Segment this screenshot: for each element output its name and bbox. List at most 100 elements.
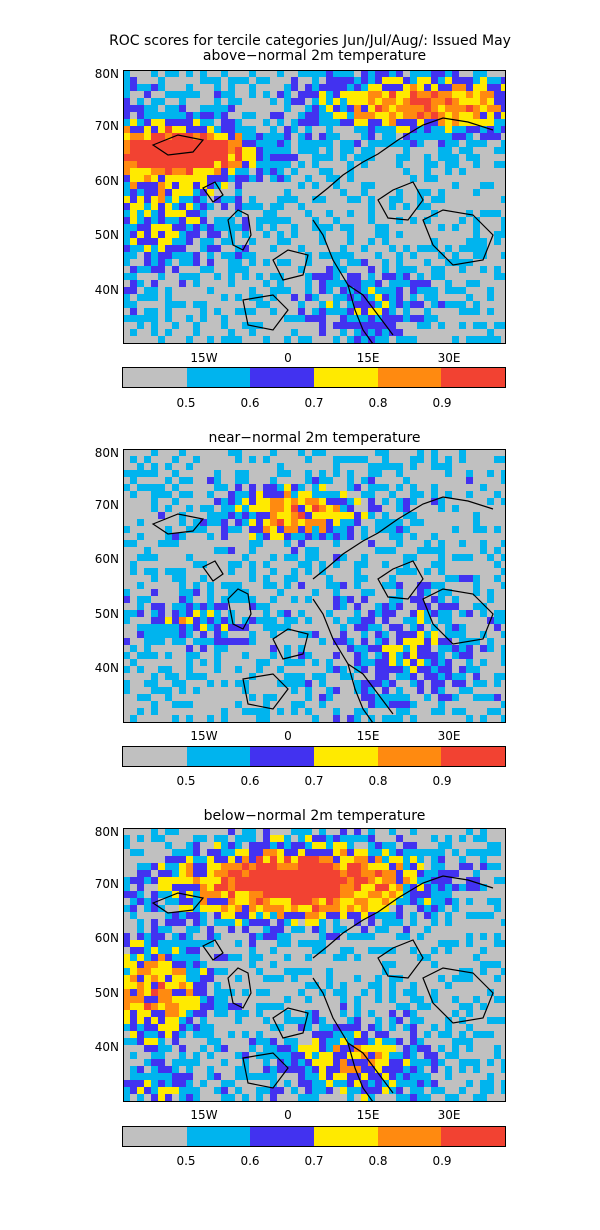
roc-cell [179, 498, 187, 506]
roc-cell [200, 561, 208, 569]
roc-cell [494, 568, 502, 576]
roc-cell [207, 589, 215, 597]
roc-cell [123, 540, 131, 548]
roc-cell [165, 652, 173, 660]
roc-cell [494, 680, 502, 688]
roc-cell [424, 308, 432, 316]
roc-cell [326, 849, 334, 857]
roc-cell [298, 161, 306, 169]
roc-cell [501, 322, 506, 330]
roc-cell [137, 554, 145, 562]
roc-cell [228, 147, 236, 155]
roc-cell [368, 582, 376, 590]
roc-cell [480, 336, 488, 344]
roc-cell [473, 266, 481, 274]
roc-cell [424, 554, 432, 562]
roc-cell [305, 147, 313, 155]
roc-cell [452, 533, 460, 541]
roc-cell [459, 631, 467, 639]
roc-cell [263, 470, 271, 478]
roc-cell [221, 856, 229, 864]
roc-cell [382, 715, 390, 723]
roc-cell [298, 589, 306, 597]
roc-cell [200, 147, 208, 155]
roc-cell [305, 259, 313, 267]
roc-cell [319, 154, 327, 162]
roc-cell [347, 266, 355, 274]
roc-cell [137, 652, 145, 660]
roc-cell [452, 603, 460, 611]
roc-cell [179, 617, 187, 625]
roc-cell [445, 540, 453, 548]
roc-cell [326, 161, 334, 169]
roc-cell [193, 119, 201, 127]
roc-cell [186, 308, 194, 316]
roc-cell [445, 638, 453, 646]
roc-cell [459, 687, 467, 695]
roc-cell [123, 308, 131, 316]
roc-cell [144, 105, 152, 113]
roc-cell [417, 687, 425, 695]
roc-cell [424, 175, 432, 183]
roc-cell [179, 491, 187, 499]
roc-cell [410, 575, 418, 583]
roc-cell [123, 554, 131, 562]
roc-cell [501, 224, 506, 232]
roc-cell [235, 715, 243, 723]
roc-cell [319, 596, 327, 604]
roc-cell [396, 828, 404, 836]
roc-cell [172, 863, 180, 871]
roc-cell [228, 884, 236, 892]
roc-cell [242, 231, 250, 239]
roc-cell [165, 638, 173, 646]
roc-cell [494, 547, 502, 555]
roc-cell [158, 224, 166, 232]
roc-cell [340, 582, 348, 590]
lon-label-15e: 15E [356, 351, 380, 365]
roc-cell [263, 512, 271, 520]
roc-cell [207, 301, 215, 309]
roc-cell [158, 666, 166, 674]
roc-cell [417, 70, 425, 78]
roc-cell [487, 315, 495, 323]
roc-cell [144, 491, 152, 499]
roc-cell [270, 147, 278, 155]
roc-cell [130, 519, 138, 527]
roc-cell [291, 687, 299, 695]
roc-cell [305, 203, 313, 211]
roc-cell [214, 596, 222, 604]
roc-cell [214, 701, 222, 709]
roc-cell [417, 512, 425, 520]
roc-cell [221, 659, 229, 667]
roc-cell [137, 470, 145, 478]
roc-cell [403, 280, 411, 288]
roc-cell [130, 77, 138, 85]
roc-cell [473, 659, 481, 667]
roc-cell [256, 77, 264, 85]
roc-cell [389, 694, 397, 702]
roc-cell [501, 119, 506, 127]
roc-cell [459, 463, 467, 471]
roc-cell [137, 533, 145, 541]
roc-cell [235, 84, 243, 92]
roc-cell [235, 856, 243, 864]
roc-cell [480, 533, 488, 541]
roc-cell [368, 491, 376, 499]
roc-cell [326, 526, 334, 534]
roc-cell [333, 828, 341, 836]
roc-cell [368, 610, 376, 618]
roc-cell [200, 175, 208, 183]
roc-cell [494, 203, 502, 211]
roc-cell [333, 210, 341, 218]
roc-cell [410, 463, 418, 471]
roc-cell [375, 680, 383, 688]
roc-cell [319, 645, 327, 653]
roc-cell [137, 870, 145, 878]
roc-cell [277, 547, 285, 555]
roc-cell [158, 126, 166, 134]
roc-cell [214, 154, 222, 162]
roc-cell [284, 533, 292, 541]
roc-cell [480, 210, 488, 218]
roc-cell [403, 540, 411, 548]
roc-cell [410, 547, 418, 555]
